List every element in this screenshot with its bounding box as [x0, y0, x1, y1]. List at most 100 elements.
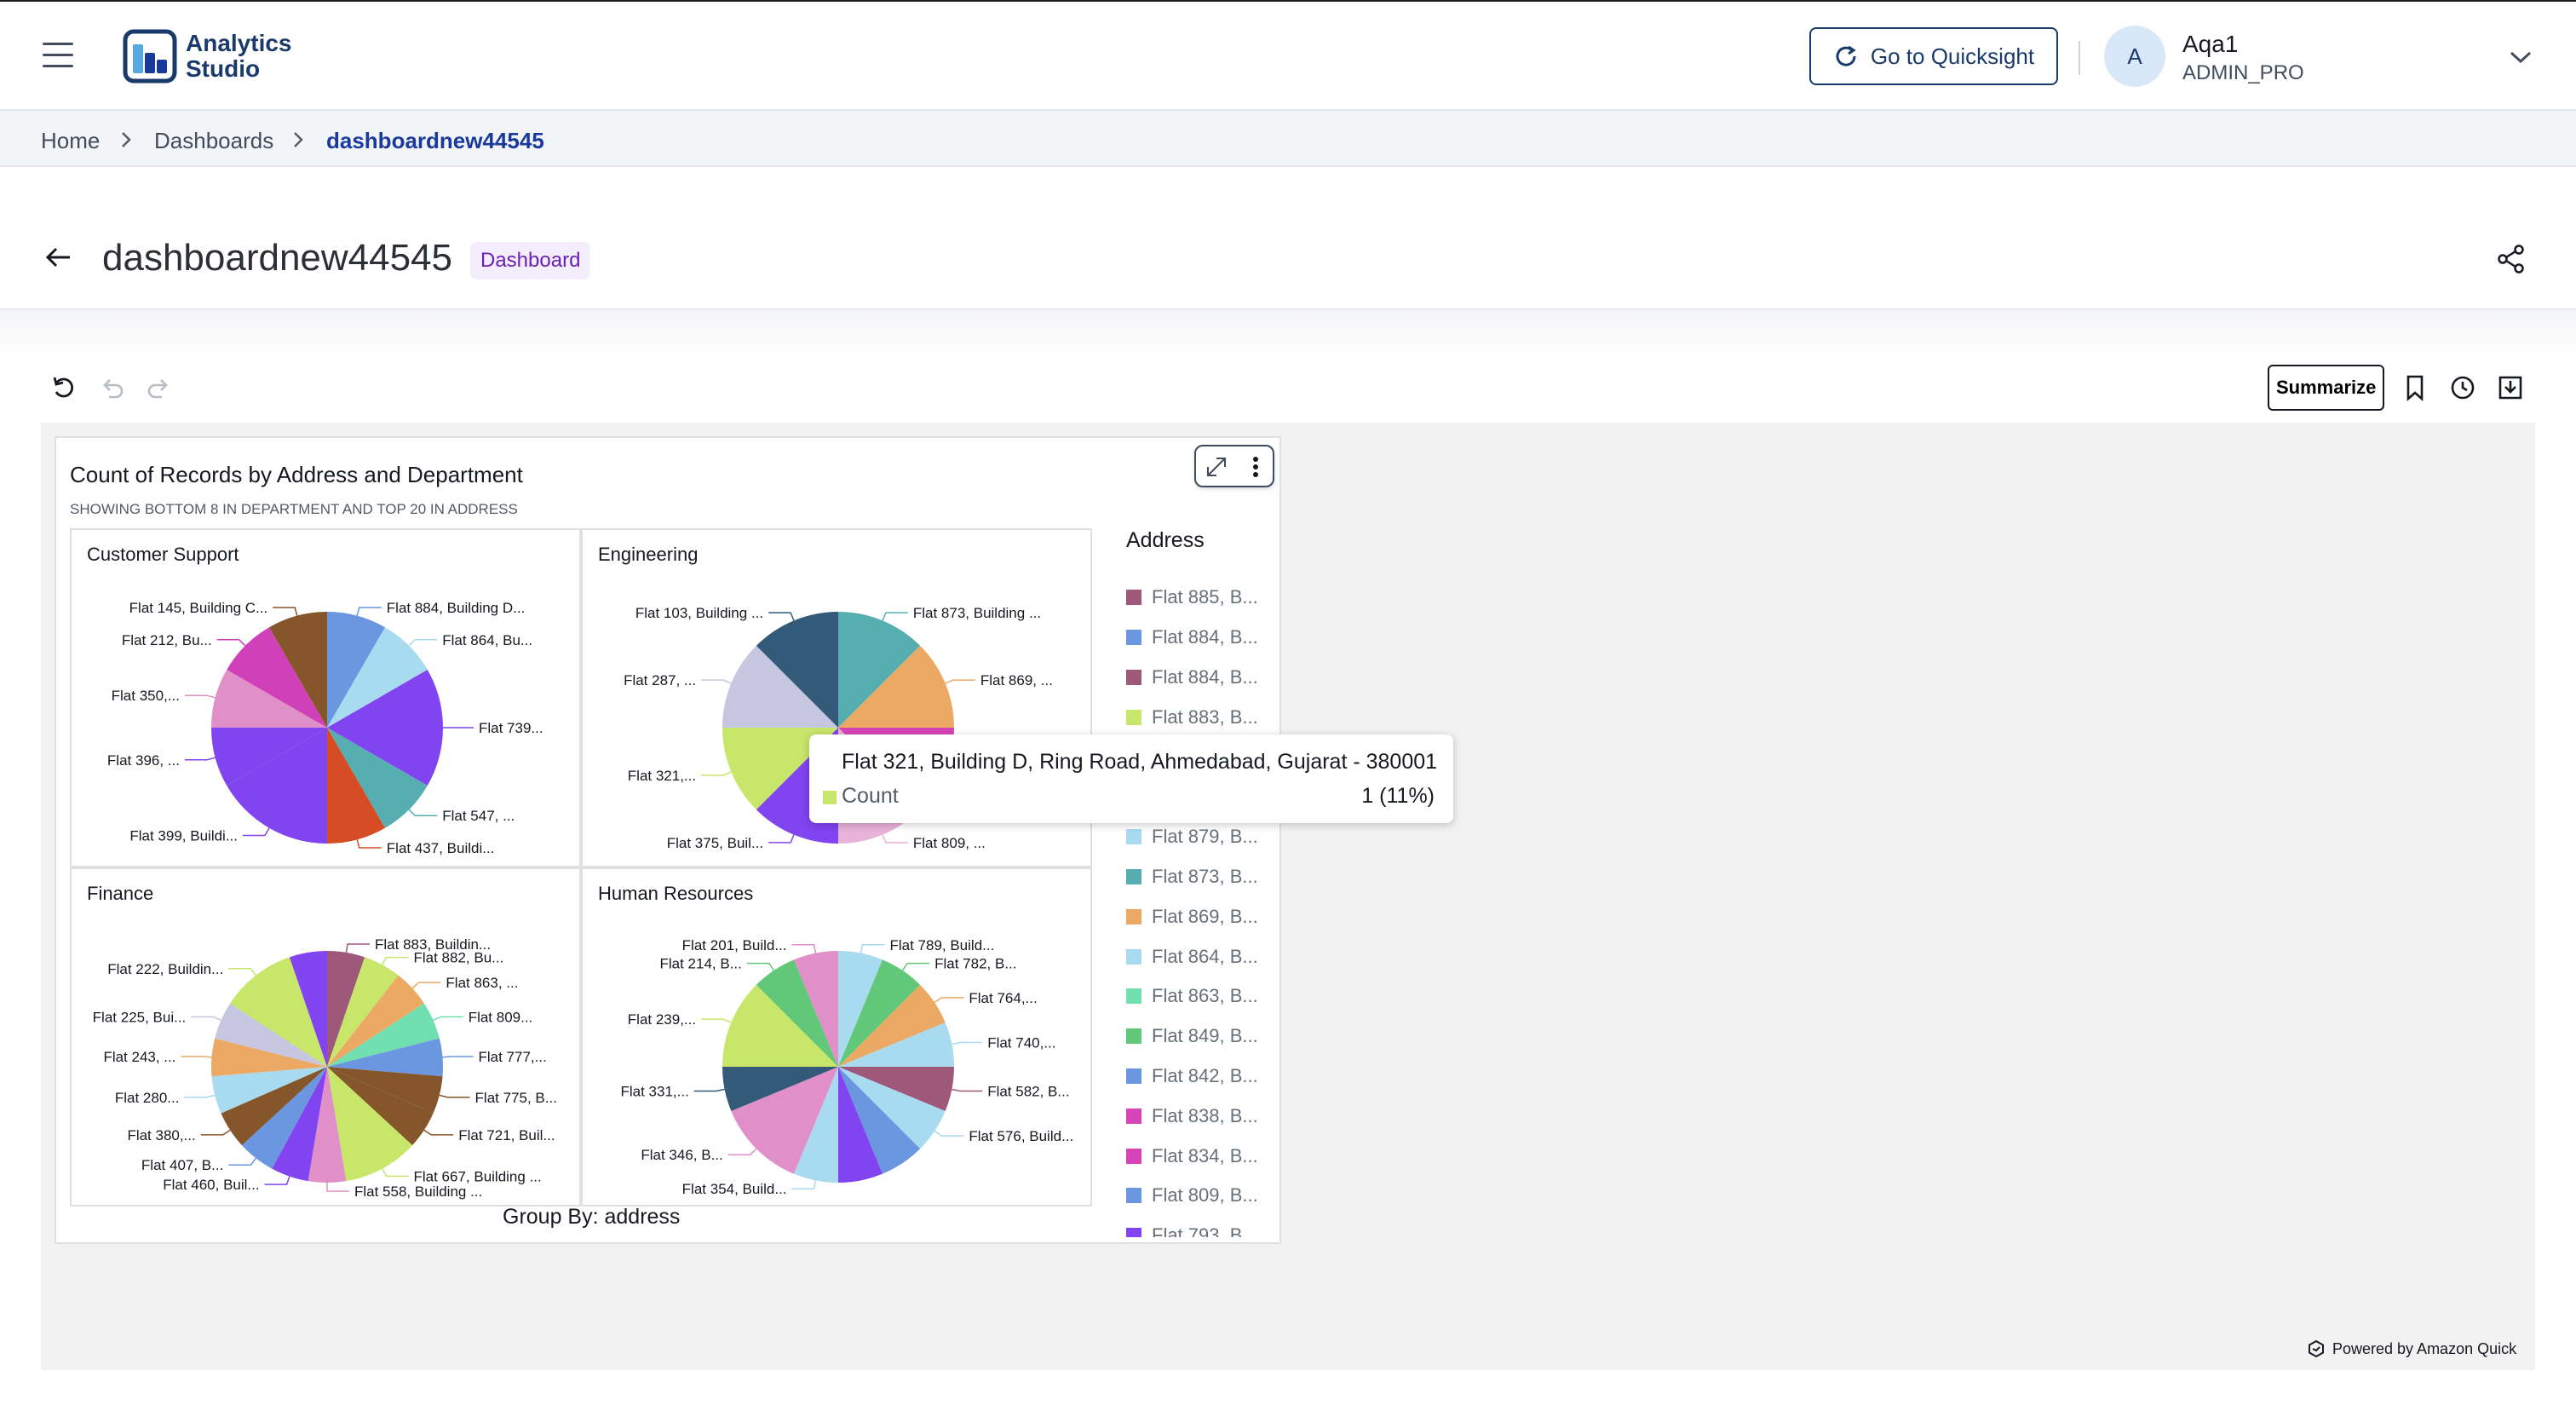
legend-item[interactable]: Flat 869, B...: [1126, 896, 1276, 936]
leader-line: [701, 771, 732, 776]
pie-slice[interactable]: [793, 1067, 838, 1183]
slice-label: Flat 721, Buil...: [458, 1127, 555, 1143]
legend-item[interactable]: Flat 879, B...: [1126, 817, 1276, 857]
leader-line: [345, 943, 371, 953]
slice-label: Flat 145, Building C...: [129, 600, 268, 616]
breadcrumb-home[interactable]: Home: [41, 128, 101, 153]
pie-slice[interactable]: [838, 984, 946, 1067]
legend-label: Flat 869, B...: [1152, 905, 1258, 927]
download-icon[interactable]: [2496, 373, 2525, 402]
legend-item[interactable]: Flat 885, B...: [1126, 578, 1276, 618]
pie-slice[interactable]: [838, 612, 921, 728]
legend-item[interactable]: Flat 883, B...: [1126, 697, 1276, 737]
slice-label: Flat 884, Building D...: [387, 600, 526, 616]
facet-title: Engineering: [598, 544, 699, 565]
legend-item[interactable]: Flat 863, B...: [1126, 976, 1276, 1016]
clock-icon[interactable]: [2448, 373, 2477, 402]
pie-slice[interactable]: [731, 1067, 838, 1174]
pie-slice[interactable]: [327, 1038, 443, 1077]
legend-item[interactable]: Flat 842, B...: [1126, 1057, 1276, 1097]
pie-slice[interactable]: [327, 1067, 434, 1146]
pie-slice[interactable]: [838, 1067, 883, 1183]
pie-slice[interactable]: [272, 1067, 327, 1182]
pie-slice[interactable]: [211, 728, 327, 786]
pie-slice[interactable]: [227, 627, 327, 728]
pie-slice[interactable]: [756, 959, 838, 1067]
slice-label: Flat 212, Bu...: [122, 632, 212, 648]
facet-title: Human Resources: [598, 883, 754, 904]
slice-label: Flat 380,...: [127, 1127, 195, 1143]
expand-icon[interactable]: [1201, 452, 1232, 482]
pie-slice[interactable]: [327, 670, 443, 786]
back-arrow-icon[interactable]: [43, 242, 73, 273]
chevron-right-icon: [294, 132, 303, 147]
pie-slice[interactable]: [327, 612, 385, 728]
leader-line: [791, 944, 817, 953]
pie-slice[interactable]: [327, 1003, 440, 1067]
breadcrumb-dashboards[interactable]: Dashboards: [154, 128, 274, 153]
chart-tooltip: Flat 321, Building D, Ring Road, Ahmedab…: [809, 734, 1453, 823]
pie-slice[interactable]: [215, 1003, 327, 1067]
summarize-button[interactable]: Summarize: [2268, 365, 2385, 411]
legend-item[interactable]: Flat 809, B...: [1126, 1176, 1276, 1216]
chevron-down-icon[interactable]: [2508, 44, 2533, 70]
bookmark-icon[interactable]: [2401, 373, 2429, 402]
pie-slice[interactable]: [756, 612, 838, 728]
pie-slice[interactable]: [327, 627, 428, 728]
go-to-quicksight-button[interactable]: Go to Quicksight: [1809, 27, 2058, 85]
pie-slice[interactable]: [227, 728, 327, 844]
legend-item[interactable]: Flat 884, B...: [1126, 618, 1276, 658]
pie-slice[interactable]: [327, 957, 399, 1067]
legend-item[interactable]: Flat 838, B...: [1126, 1096, 1276, 1136]
legend-item[interactable]: Flat 873, B...: [1126, 857, 1276, 897]
pie-slice[interactable]: [241, 1067, 327, 1169]
pie-slice[interactable]: [211, 670, 327, 728]
slice-label: Flat 558, Building ...: [354, 1184, 482, 1200]
leader-line: [768, 612, 795, 621]
pie-slice[interactable]: [838, 951, 883, 1067]
pie-slice[interactable]: [838, 1022, 954, 1067]
leader-line: [693, 1088, 725, 1092]
pie-slice[interactable]: [230, 957, 327, 1067]
pie-slice[interactable]: [327, 1067, 413, 1182]
pie-slice[interactable]: [308, 1067, 347, 1183]
pie-slice[interactable]: [838, 959, 921, 1067]
share-icon[interactable]: [2496, 244, 2527, 274]
pie-slice[interactable]: [327, 975, 424, 1067]
pie-slice[interactable]: [221, 1067, 327, 1146]
avatar[interactable]: A: [2104, 26, 2165, 87]
legend-item[interactable]: Flat 793, B...: [1126, 1216, 1276, 1237]
legend-item[interactable]: Flat 864, B...: [1126, 936, 1276, 976]
pie-slice[interactable]: [289, 951, 327, 1067]
pie-slice[interactable]: [722, 645, 838, 728]
pie-slice[interactable]: [327, 728, 385, 844]
legend-label: Flat 873, B...: [1152, 865, 1258, 887]
pie-slice[interactable]: [327, 951, 365, 1067]
pie-slice[interactable]: [838, 1067, 921, 1174]
pie-slice[interactable]: [722, 984, 838, 1067]
hamburger-menu-icon[interactable]: [43, 43, 77, 70]
reset-icon[interactable]: [49, 373, 78, 402]
pie-slice[interactable]: [211, 1067, 327, 1114]
pie-slice[interactable]: [211, 1038, 327, 1077]
redo-icon[interactable]: [145, 373, 174, 402]
pie-chart-visual[interactable]: Count of Records by Address and Departme…: [55, 436, 1281, 1244]
leader-line: [184, 1094, 216, 1098]
pie-slice[interactable]: [793, 951, 838, 1067]
user-role: ADMIN_PRO: [2182, 61, 2304, 84]
pie-slice[interactable]: [838, 1067, 954, 1112]
undo-icon[interactable]: [97, 373, 126, 402]
legend-item[interactable]: Flat 884, B...: [1126, 658, 1276, 698]
legend-item[interactable]: Flat 834, B...: [1126, 1136, 1276, 1176]
pie-slice[interactable]: [838, 1067, 946, 1149]
pie-slice[interactable]: [838, 645, 954, 728]
pie-slice[interactable]: [722, 1067, 838, 1112]
leader-line: [952, 1088, 983, 1092]
legend-item[interactable]: Flat 849, B...: [1126, 1016, 1276, 1057]
pie-slice[interactable]: [327, 1067, 443, 1114]
pie-slice[interactable]: [327, 728, 428, 828]
leader-line: [791, 1180, 817, 1189]
pie-slice[interactable]: [269, 612, 327, 728]
more-options-icon[interactable]: [1244, 453, 1268, 481]
powered-by-text: Powered by Amazon Quick: [2332, 1339, 2517, 1357]
